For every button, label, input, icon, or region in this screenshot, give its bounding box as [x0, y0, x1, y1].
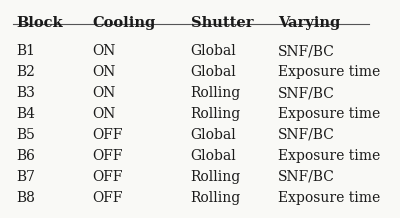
Text: B1: B1 — [16, 44, 36, 58]
Text: Shutter: Shutter — [191, 16, 253, 31]
Text: B8: B8 — [16, 191, 36, 204]
Text: Global: Global — [191, 128, 236, 142]
Text: Rolling: Rolling — [191, 170, 241, 184]
Text: B3: B3 — [16, 86, 36, 100]
Text: B6: B6 — [16, 149, 36, 163]
Text: ON: ON — [92, 107, 116, 121]
Text: SNF/BC: SNF/BC — [278, 86, 335, 100]
Text: Block: Block — [16, 16, 63, 31]
Text: OFF: OFF — [92, 191, 123, 204]
Text: Rolling: Rolling — [191, 107, 241, 121]
Text: ON: ON — [92, 44, 116, 58]
Text: OFF: OFF — [92, 170, 123, 184]
Text: OFF: OFF — [92, 149, 123, 163]
Text: Cooling: Cooling — [92, 16, 156, 31]
Text: ON: ON — [92, 65, 116, 79]
Text: Rolling: Rolling — [191, 86, 241, 100]
Text: B5: B5 — [16, 128, 36, 142]
Text: Exposure time: Exposure time — [278, 107, 380, 121]
Text: Rolling: Rolling — [191, 191, 241, 204]
Text: B7: B7 — [16, 170, 36, 184]
Text: SNF/BC: SNF/BC — [278, 170, 335, 184]
Text: Exposure time: Exposure time — [278, 65, 380, 79]
Text: Global: Global — [191, 65, 236, 79]
Text: ON: ON — [92, 86, 116, 100]
Text: Exposure time: Exposure time — [278, 191, 380, 204]
Text: B2: B2 — [16, 65, 36, 79]
Text: OFF: OFF — [92, 128, 123, 142]
Text: B4: B4 — [16, 107, 36, 121]
Text: SNF/BC: SNF/BC — [278, 44, 335, 58]
Text: Exposure time: Exposure time — [278, 149, 380, 163]
Text: Global: Global — [191, 149, 236, 163]
Text: Global: Global — [191, 44, 236, 58]
Text: SNF/BC: SNF/BC — [278, 128, 335, 142]
Text: Varying: Varying — [278, 16, 340, 31]
